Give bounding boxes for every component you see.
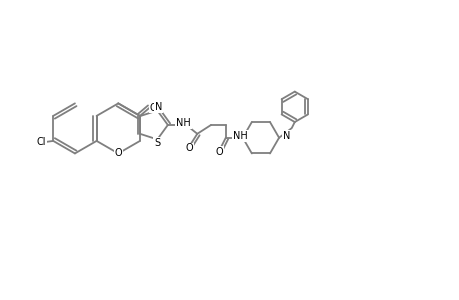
Text: N: N <box>154 102 162 112</box>
Text: NH: NH <box>233 131 247 141</box>
Text: O: O <box>149 103 157 112</box>
Text: O: O <box>215 147 223 157</box>
Text: S: S <box>154 138 160 148</box>
Text: NH: NH <box>176 118 190 128</box>
Text: O: O <box>185 143 193 153</box>
Text: Cl: Cl <box>37 137 46 147</box>
Text: N: N <box>282 131 289 141</box>
Text: O: O <box>114 148 122 158</box>
